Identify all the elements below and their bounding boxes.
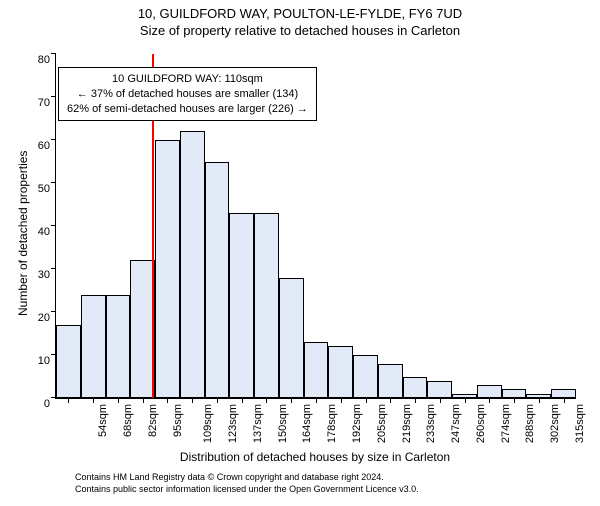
x-tick-mark [564,398,565,403]
histogram-bar [502,389,527,398]
title-block: 10, GUILDFORD WAY, POULTON-LE-FYLDE, FY6… [0,6,600,38]
y-tick-label: 80 [38,54,56,66]
histogram-bar [403,377,428,399]
histogram-bar [205,162,230,399]
y-tick-label: 30 [38,269,56,281]
y-tick-mark [51,96,56,97]
x-tick-label: 288sqm [524,404,536,443]
x-tick-label: 274sqm [500,404,512,443]
x-tick-label: 54sqm [97,404,109,437]
y-tick-mark [51,225,56,226]
histogram-bar [106,295,131,398]
x-tick-mark [68,398,69,403]
footer-line-1: Contains HM Land Registry data © Crown c… [75,472,419,484]
x-tick-mark [366,398,367,403]
x-tick-mark [514,398,515,403]
chart-title-sub: Size of property relative to detached ho… [0,23,600,38]
histogram-bar [353,355,378,398]
x-tick-label: 315sqm [574,404,586,443]
histogram-bar [378,364,403,398]
footer-attribution: Contains HM Land Registry data © Crown c… [75,472,419,495]
y-tick-mark [51,53,56,54]
x-tick-mark [539,398,540,403]
x-tick-label: 192sqm [351,404,363,443]
x-tick-mark [242,398,243,403]
histogram-bar [477,385,502,398]
x-tick-label: 219sqm [401,404,413,443]
histogram-bar [279,278,304,398]
histogram-bar [427,381,452,398]
y-tick-mark [51,311,56,312]
x-tick-label: 233sqm [425,404,437,443]
x-tick-label: 260sqm [475,404,487,443]
y-tick-label: 40 [38,226,56,238]
x-tick-label: 109sqm [203,404,215,443]
x-tick-mark [316,398,317,403]
x-tick-label: 205sqm [376,404,388,443]
x-tick-label: 137sqm [252,404,264,443]
x-tick-label: 302sqm [549,404,561,443]
x-tick-mark [440,398,441,403]
y-tick-label: 0 [44,398,56,410]
x-tick-mark [93,398,94,403]
annotation-line: 10 GUILDFORD WAY: 110sqm [67,72,308,87]
x-tick-mark [415,398,416,403]
x-tick-mark [390,398,391,403]
x-tick-mark [291,398,292,403]
x-tick-mark [167,398,168,403]
annotation-line: 62% of semi-detached houses are larger (… [67,102,308,117]
x-tick-mark [217,398,218,403]
chart-title-main: 10, GUILDFORD WAY, POULTON-LE-FYLDE, FY6… [0,6,600,21]
x-tick-mark [266,398,267,403]
y-tick-label: 70 [38,97,56,109]
histogram-bar [304,342,329,398]
histogram-bar [180,131,205,398]
x-tick-label: 164sqm [302,404,314,443]
x-axis-label: Distribution of detached houses by size … [55,450,575,464]
annotation-box: 10 GUILDFORD WAY: 110sqm← 37% of detache… [58,67,317,122]
y-tick-label: 10 [38,355,56,367]
histogram-bar [551,389,576,398]
histogram-bar [81,295,106,398]
annotation-line: ← 37% of detached houses are smaller (13… [67,87,308,102]
y-tick-mark [51,182,56,183]
y-tick-label: 20 [38,312,56,324]
x-tick-label: 68sqm [122,404,134,437]
chart-plot-area: 0102030405060708054sqm68sqm82sqm95sqm109… [55,54,576,399]
y-tick-mark [51,139,56,140]
histogram-bar [155,140,180,398]
histogram-bar [328,346,353,398]
histogram-bar [254,213,279,398]
y-tick-label: 50 [38,183,56,195]
x-tick-mark [465,398,466,403]
x-tick-label: 95sqm [172,404,184,437]
x-tick-mark [118,398,119,403]
x-tick-mark [489,398,490,403]
x-tick-label: 247sqm [450,404,462,443]
x-tick-label: 150sqm [277,404,289,443]
x-tick-label: 82sqm [147,404,159,437]
x-tick-label: 178sqm [326,404,338,443]
footer-line-2: Contains public sector information licen… [75,484,419,496]
y-tick-label: 60 [38,140,56,152]
x-tick-mark [341,398,342,403]
y-axis-label: Number of detached properties [16,151,30,316]
x-tick-label: 123sqm [227,404,239,443]
y-tick-mark [51,268,56,269]
x-tick-mark [192,398,193,403]
histogram-bar [56,325,81,398]
histogram-bar [229,213,254,398]
x-tick-mark [143,398,144,403]
